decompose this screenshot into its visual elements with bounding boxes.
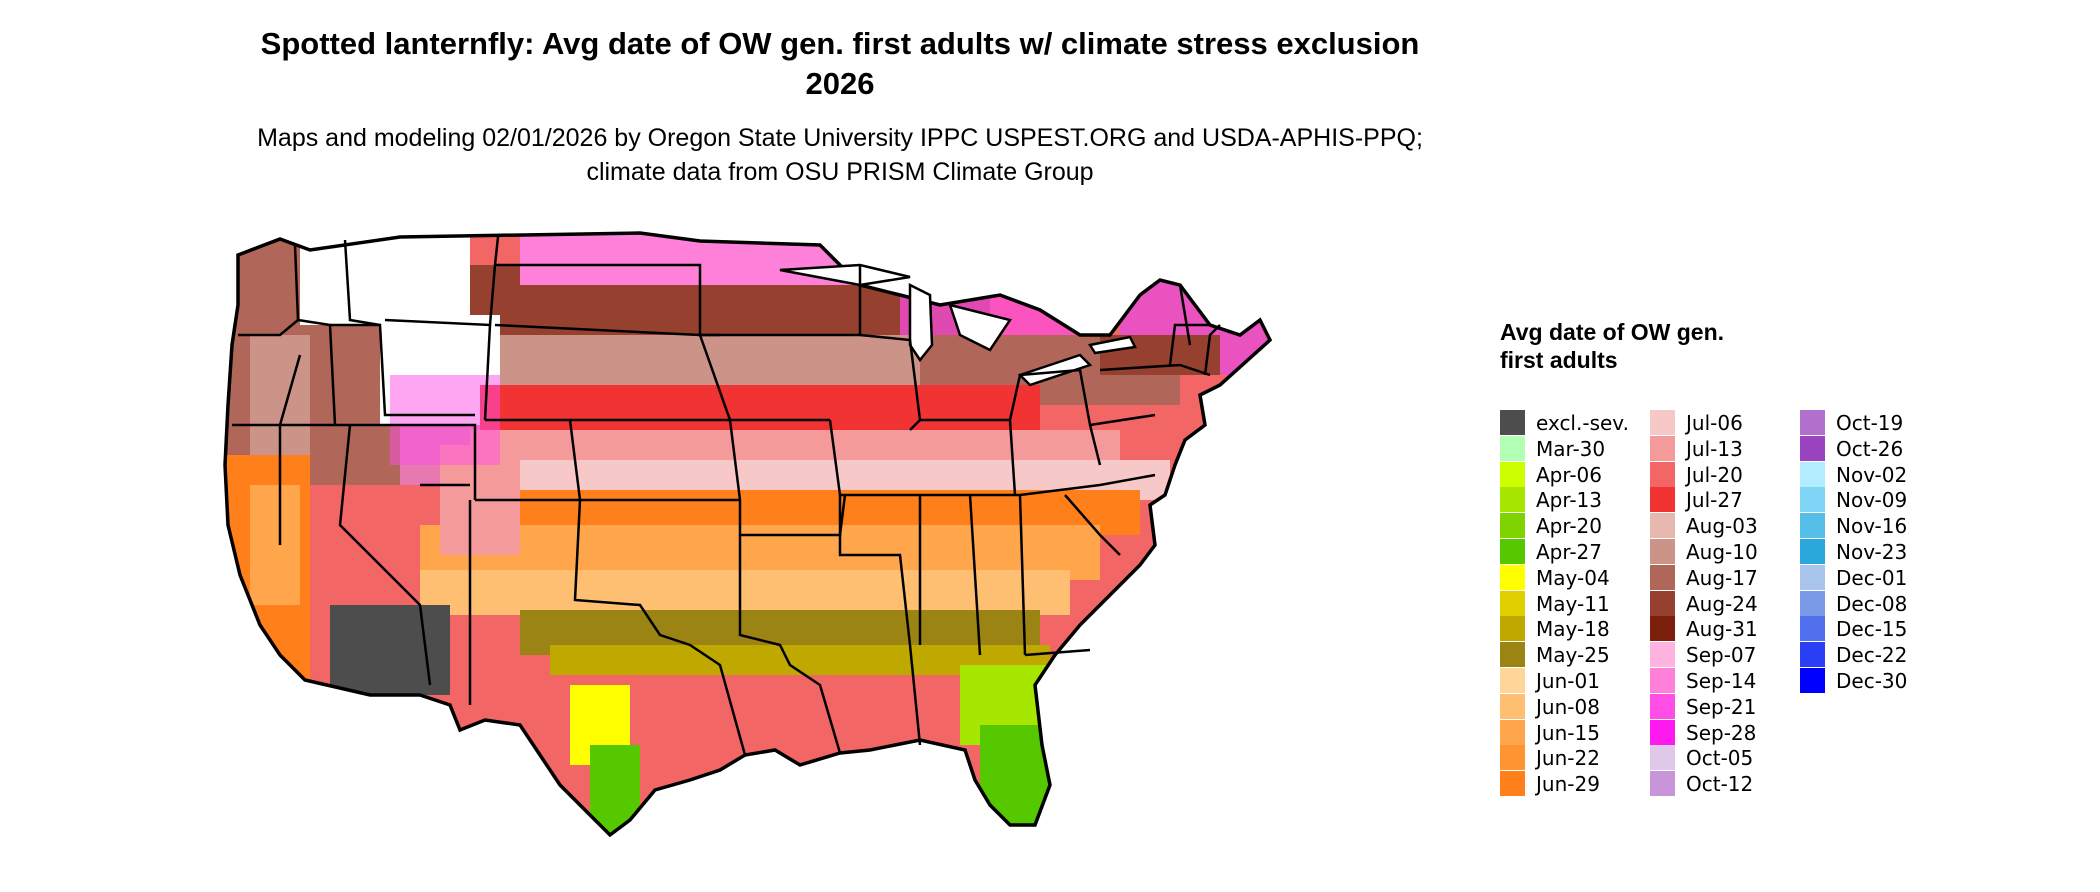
legend-label: Jul-06 xyxy=(1686,411,1743,435)
map-title: Spotted lanternfly: Avg date of OW gen. … xyxy=(260,26,1420,101)
legend-swatch xyxy=(1650,435,1675,461)
legend-swatch xyxy=(1800,616,1825,642)
legend-swatch xyxy=(1650,642,1675,668)
legend-swatch xyxy=(1800,435,1825,461)
legend-label: Dec-01 xyxy=(1836,565,1908,590)
legend-swatch xyxy=(1500,435,1525,461)
legend-label: Jul-13 xyxy=(1686,436,1743,461)
legend-swatch xyxy=(1800,513,1825,539)
legend-label: Dec-15 xyxy=(1836,617,1908,642)
legend-label: excl.-sev. xyxy=(1536,411,1629,435)
legend-label: Sep-14 xyxy=(1686,668,1757,693)
legend-label: Oct-26 xyxy=(1836,436,1904,461)
legend-swatch xyxy=(1800,410,1825,435)
legend-swatch xyxy=(1500,667,1525,693)
legend-swatch xyxy=(1500,642,1525,668)
legend-swatch xyxy=(1500,564,1525,590)
legend-label: Dec-30 xyxy=(1836,668,1908,693)
legend-label: Nov-02 xyxy=(1836,462,1908,487)
legend-label: Dec-08 xyxy=(1836,591,1908,616)
legend-swatch xyxy=(1650,564,1675,590)
map-subtitle: Maps and modeling 02/01/2026 by Oregon S… xyxy=(257,124,1423,186)
legend-label: May-04 xyxy=(1536,565,1610,590)
legend-swatch xyxy=(1650,590,1675,616)
legend-label: Apr-27 xyxy=(1536,539,1602,564)
legend-swatch xyxy=(1800,461,1825,487)
legend-label: Nov-23 xyxy=(1836,539,1908,564)
legend-label: Jul-20 xyxy=(1686,462,1743,487)
legend-swatch xyxy=(1650,461,1675,487)
legend-swatch xyxy=(1800,564,1825,590)
legend-label: Jun-22 xyxy=(1536,746,1600,771)
legend-swatch xyxy=(1650,693,1675,719)
legend-label: Jun-29 xyxy=(1536,772,1600,797)
legend-label: Mar-30 xyxy=(1536,436,1606,461)
legend-label: Aug-10 xyxy=(1686,539,1758,564)
legend-swatch xyxy=(1650,410,1675,435)
legend-swatch xyxy=(1500,461,1525,487)
us-phenology-map xyxy=(223,231,1272,837)
legend-swatch xyxy=(1500,487,1525,513)
legend-label: Jul-27 xyxy=(1686,488,1743,513)
legend-label: Oct-19 xyxy=(1836,411,1904,435)
legend-swatch xyxy=(1650,667,1675,693)
legend-label: Sep-07 xyxy=(1686,643,1757,668)
legend-label: May-25 xyxy=(1536,643,1610,668)
legend-swatch xyxy=(1650,771,1675,797)
legend-swatch xyxy=(1650,513,1675,539)
legend-label: Jun-01 xyxy=(1536,668,1600,693)
legend-swatch xyxy=(1650,616,1675,642)
legend-swatch xyxy=(1650,487,1675,513)
legend-swatch xyxy=(1500,538,1525,564)
legend-label: Nov-09 xyxy=(1836,488,1908,513)
legend-swatch xyxy=(1800,487,1825,513)
legend-label: Dec-22 xyxy=(1836,643,1908,668)
legend-label: Aug-24 xyxy=(1686,591,1758,616)
legend-swatch xyxy=(1500,616,1525,642)
state-boundaries xyxy=(232,236,1221,756)
legend-swatch xyxy=(1650,719,1675,745)
legend-swatch xyxy=(1500,719,1525,745)
legend-label: May-11 xyxy=(1536,591,1610,616)
legend-swatch xyxy=(1800,538,1825,564)
legend-swatch xyxy=(1500,745,1525,771)
great-lakes xyxy=(779,263,1137,387)
legend-label: Apr-06 xyxy=(1536,462,1602,487)
legend-label: Aug-31 xyxy=(1686,617,1758,642)
legend-swatch xyxy=(1650,745,1675,771)
legend-label: Oct-12 xyxy=(1686,772,1754,797)
legend-swatch xyxy=(1650,538,1675,564)
legend-label: Apr-13 xyxy=(1536,488,1602,513)
legend-swatch xyxy=(1500,771,1525,797)
legend-swatch xyxy=(1800,642,1825,668)
legend-swatch xyxy=(1800,667,1825,693)
legend-swatch xyxy=(1500,410,1525,435)
legend-label: Aug-03 xyxy=(1686,514,1758,539)
legend-label: Jun-08 xyxy=(1536,694,1600,719)
legend-swatch xyxy=(1500,590,1525,616)
legend-label: Oct-05 xyxy=(1686,746,1754,771)
legend-swatch xyxy=(1500,513,1525,539)
legend-swatch xyxy=(1500,693,1525,719)
legend-title: Avg date of OW gen. first adults xyxy=(1500,319,1725,373)
legend-label: Nov-16 xyxy=(1836,514,1908,539)
legend-label: Jun-15 xyxy=(1536,720,1600,745)
legend-swatch xyxy=(1800,590,1825,616)
legend-label: Apr-20 xyxy=(1536,514,1602,539)
legend-label: May-18 xyxy=(1536,617,1610,642)
legend-label: Aug-17 xyxy=(1686,565,1758,590)
legend-label: Sep-21 xyxy=(1686,694,1757,719)
legend-label: Sep-28 xyxy=(1686,720,1757,745)
